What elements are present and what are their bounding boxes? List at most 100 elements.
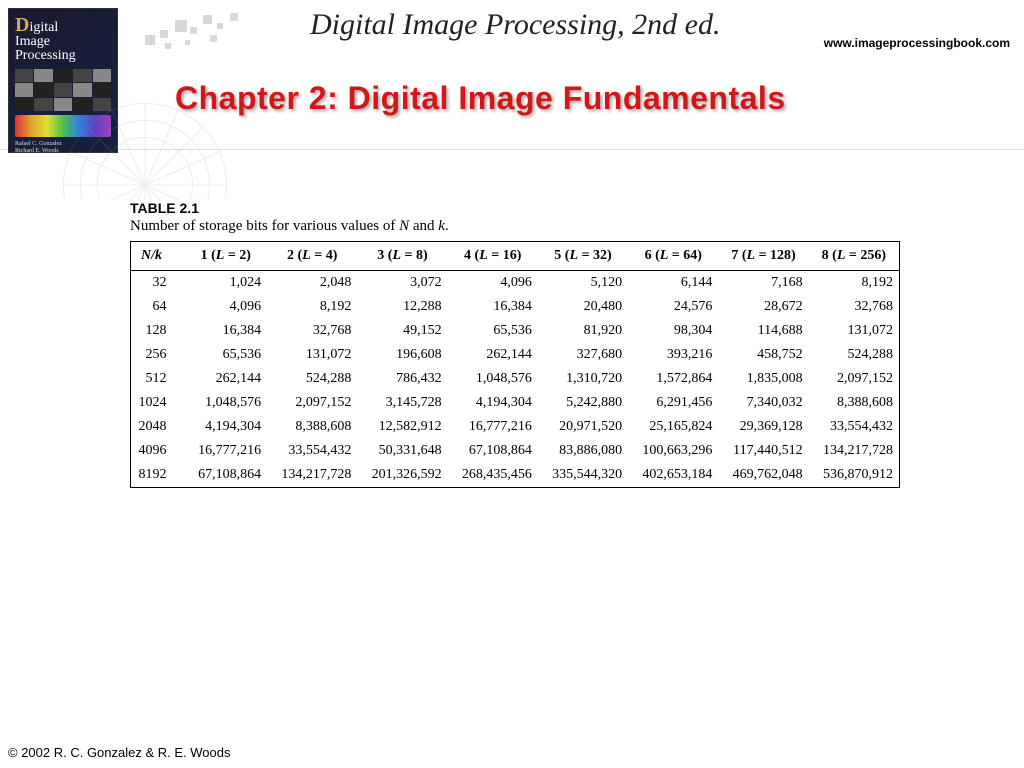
table-cell: 327,680 xyxy=(538,343,628,367)
table-cell: 16,384 xyxy=(185,319,268,343)
table-cell: 7,340,032 xyxy=(718,391,808,415)
book-title: Digital Image Processing, 2nd ed. xyxy=(310,8,721,42)
table-cell: 83,886,080 xyxy=(538,439,628,463)
table-cell: 2,048 xyxy=(267,271,357,296)
table-col-header: 4 (L = 16) xyxy=(448,242,538,271)
table-cell: 469,762,048 xyxy=(718,463,808,488)
table-cell: 33,554,432 xyxy=(267,439,357,463)
table-row-n: 32 xyxy=(131,271,185,296)
table-cell: 49,152 xyxy=(357,319,447,343)
table-cell: 268,435,456 xyxy=(448,463,538,488)
table-cell: 32,768 xyxy=(267,319,357,343)
table-cell: 2,097,152 xyxy=(267,391,357,415)
table-cell: 7,168 xyxy=(718,271,808,296)
table-cell: 100,663,296 xyxy=(628,439,718,463)
table-row: 321,0242,0483,0724,0965,1206,1447,1688,1… xyxy=(131,271,900,296)
table-cell: 33,554,432 xyxy=(809,415,900,439)
table-cell: 524,288 xyxy=(809,343,900,367)
table-cell: 458,752 xyxy=(718,343,808,367)
table-cell: 402,653,184 xyxy=(628,463,718,488)
table-row: 819267,108,864134,217,728201,326,592268,… xyxy=(131,463,900,488)
table-cell: 81,920 xyxy=(538,319,628,343)
cover-authors: Rafael C. Gonzalez Richard E. Woods xyxy=(15,141,111,155)
table-cell: 5,242,880 xyxy=(538,391,628,415)
table-cell: 12,288 xyxy=(357,295,447,319)
table-row: 512262,144524,288786,4321,048,5761,310,7… xyxy=(131,367,900,391)
table-row: 644,0968,19212,28816,38420,48024,57628,6… xyxy=(131,295,900,319)
table-cell: 4,096 xyxy=(185,295,268,319)
book-cover-thumbnail: Digital Image Processing Rafael C. Gonza… xyxy=(8,8,118,153)
table-cell: 1,572,864 xyxy=(628,367,718,391)
table-cell: 29,369,128 xyxy=(718,415,808,439)
table-cell: 4,096 xyxy=(448,271,538,296)
table-cell: 536,870,912 xyxy=(809,463,900,488)
table-cell: 16,777,216 xyxy=(185,439,268,463)
cover-squares-icon xyxy=(15,69,111,111)
table-cell: 114,688 xyxy=(718,319,808,343)
table-row: 10241,048,5762,097,1523,145,7284,194,304… xyxy=(131,391,900,415)
table-cell: 3,072 xyxy=(357,271,447,296)
table-row-n: 8192 xyxy=(131,463,185,488)
table-row: 25665,536131,072196,608262,144327,680393… xyxy=(131,343,900,367)
table-row: 409616,777,21633,554,43250,331,64867,108… xyxy=(131,439,900,463)
table-label: TABLE 2.1 xyxy=(130,200,900,216)
table-col-header: 1 (L = 2) xyxy=(185,242,268,271)
slide-header: Digital Image Processing Rafael C. Gonza… xyxy=(0,0,1024,150)
table-cell: 3,145,728 xyxy=(357,391,447,415)
table-cell: 65,536 xyxy=(185,343,268,367)
table-cell: 196,608 xyxy=(357,343,447,367)
table-col-header: 6 (L = 64) xyxy=(628,242,718,271)
table-cell: 28,672 xyxy=(718,295,808,319)
table-cell: 6,144 xyxy=(628,271,718,296)
table-row-n: 128 xyxy=(131,319,185,343)
table-cell: 131,072 xyxy=(809,319,900,343)
table-cell: 25,165,824 xyxy=(628,415,718,439)
table-cell: 1,024 xyxy=(185,271,268,296)
table-row: 20484,194,3048,388,60812,582,91216,777,2… xyxy=(131,415,900,439)
cover-rainbow-icon xyxy=(15,115,111,137)
table-row-n: 2048 xyxy=(131,415,185,439)
table-cell: 262,144 xyxy=(448,343,538,367)
slide-content: TABLE 2.1 Number of storage bits for var… xyxy=(130,200,900,488)
table-cell: 8,388,608 xyxy=(809,391,900,415)
table-cell: 134,217,728 xyxy=(809,439,900,463)
table-cell: 8,388,608 xyxy=(267,415,357,439)
table-col-header: 7 (L = 128) xyxy=(718,242,808,271)
table-cell: 8,192 xyxy=(267,295,357,319)
storage-bits-table: N/k 1 (L = 2) 2 (L = 4) 3 (L = 8) 4 (L =… xyxy=(130,241,900,488)
table-cell: 50,331,648 xyxy=(357,439,447,463)
table-cell: 2,097,152 xyxy=(809,367,900,391)
table-cell: 131,072 xyxy=(267,343,357,367)
table-row-n: 64 xyxy=(131,295,185,319)
table-cell: 1,048,576 xyxy=(185,391,268,415)
table-cell: 335,544,320 xyxy=(538,463,628,488)
table-cell: 4,194,304 xyxy=(185,415,268,439)
table-cell: 8,192 xyxy=(809,271,900,296)
table-caption: Number of storage bits for various value… xyxy=(130,218,900,235)
copyright-text: © 2002 R. C. Gonzalez & R. E. Woods xyxy=(8,745,231,760)
table-col-header: 3 (L = 8) xyxy=(357,242,447,271)
table-cell: 201,326,592 xyxy=(357,463,447,488)
chapter-title: Chapter 2: Digital Image Fundamentals xyxy=(175,80,786,117)
pixel-decoration-icon xyxy=(135,5,275,55)
table-cell: 393,216 xyxy=(628,343,718,367)
table-cell: 117,440,512 xyxy=(718,439,808,463)
table-row-n: 512 xyxy=(131,367,185,391)
table-cell: 98,304 xyxy=(628,319,718,343)
table-cell: 32,768 xyxy=(809,295,900,319)
table-cell: 16,384 xyxy=(448,295,538,319)
table-cell: 134,217,728 xyxy=(267,463,357,488)
table-cell: 1,310,720 xyxy=(538,367,628,391)
table-cell: 16,777,216 xyxy=(448,415,538,439)
table-col-header: 5 (L = 32) xyxy=(538,242,628,271)
table-cell: 67,108,864 xyxy=(185,463,268,488)
table-cell: 5,120 xyxy=(538,271,628,296)
table-row: 12816,38432,76849,15265,53681,92098,3041… xyxy=(131,319,900,343)
cover-logo-initial: D xyxy=(15,14,29,36)
table-col-header: 2 (L = 4) xyxy=(267,242,357,271)
table-col-header: 8 (L = 256) xyxy=(809,242,900,271)
table-row-n: 4096 xyxy=(131,439,185,463)
table-cell: 524,288 xyxy=(267,367,357,391)
table-cell: 20,480 xyxy=(538,295,628,319)
table-cell: 4,194,304 xyxy=(448,391,538,415)
